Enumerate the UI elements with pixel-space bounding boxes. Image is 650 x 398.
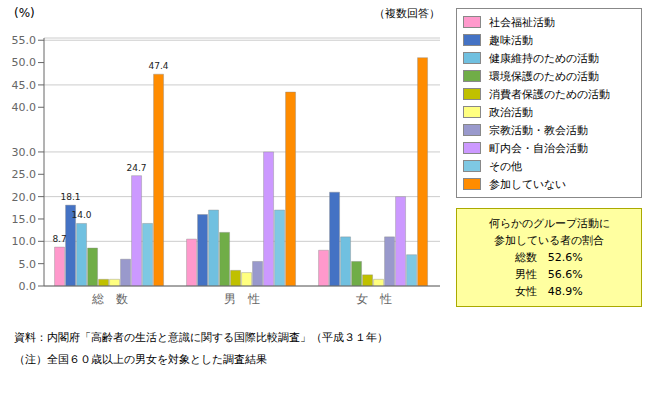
svg-text:24.7: 24.7	[127, 163, 147, 173]
svg-text:45.0: 45.0	[12, 79, 37, 92]
svg-text:47.4: 47.4	[149, 61, 169, 71]
html-text:町内会・自治会活動: 町内会・自治会活動	[489, 141, 588, 155]
html-text:（注）全国６０歳以上の男女を対象とした調査結果: （注）全国６０歳以上の男女を対象とした調査結果	[14, 353, 267, 366]
html-text:男性 56.6%: 男性 56.6%	[515, 268, 583, 281]
svg-text:15.0: 15.0	[12, 213, 37, 226]
svg-text:25.0: 25.0	[12, 168, 37, 181]
svg-text:0.0: 0.0	[19, 280, 37, 293]
html-text:（複数回答）: （複数回答）	[374, 7, 440, 20]
svg-text:20.0: 20.0	[12, 191, 37, 204]
html-text:社会福祉活動: 社会福祉活動	[489, 15, 555, 29]
svg-text:8.7: 8.7	[52, 234, 66, 244]
html-text:健康維持のための活動: 健康維持のための活動	[489, 51, 599, 65]
html-text:資料：内閣府「高齢者の生活と意識に関する国際比較調査」（平成: 資料：内閣府「高齢者の生活と意識に関する国際比較調査」（平成３１年）	[14, 331, 388, 344]
svg-text:総 数: 総 数	[91, 292, 128, 306]
html-text:消費者保護のための活動: 消費者保護のための活動	[489, 87, 610, 101]
svg-text:5.0: 5.0	[19, 258, 37, 271]
html-text:女性 48.9%: 女性 48.9%	[515, 285, 583, 298]
svg-text:男 性: 男 性	[224, 292, 260, 306]
html-text:何らかのグループ活動に: 何らかのグループ活動に	[488, 217, 610, 230]
html-text:その他: その他	[489, 159, 522, 173]
svg-text:14.0: 14.0	[72, 210, 92, 220]
html-text:政治活動: 政治活動	[489, 105, 533, 119]
html-text:宗教活動・教会活動: 宗教活動・教会活動	[489, 123, 588, 137]
html-text:総数 52.6%: 総数 52.6%	[515, 251, 583, 264]
svg-text:40.0: 40.0	[12, 101, 37, 114]
html-text:参加していない: 参加していない	[489, 177, 566, 191]
svg-text:55.0: 55.0	[12, 34, 37, 47]
svg-text:50.0: 50.0	[12, 56, 37, 69]
html-text:環境保護のための活動: 環境保護のための活動	[489, 69, 599, 83]
html-text:参加している者の割合: 参加している者の割合	[494, 234, 604, 247]
svg-text:30.0: 30.0	[12, 146, 37, 159]
svg-text:18.1: 18.1	[61, 192, 81, 202]
svg-text:女 性: 女 性	[356, 292, 392, 306]
svg-text:10.0: 10.0	[12, 235, 37, 248]
html-text:趣味活動: 趣味活動	[489, 33, 533, 47]
